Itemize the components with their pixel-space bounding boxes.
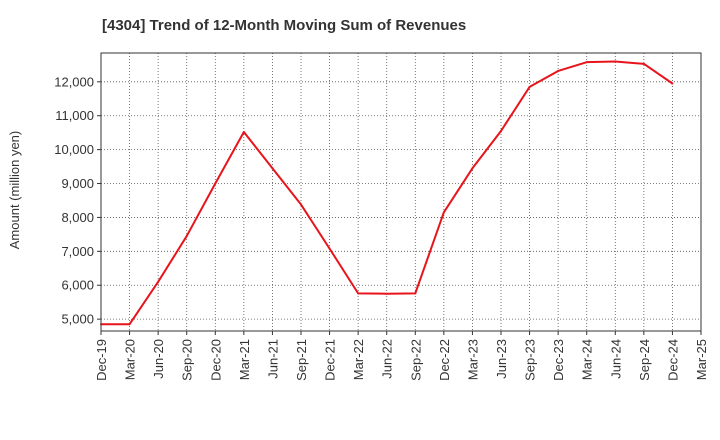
y-tick-label: 6,000 [61, 278, 94, 293]
x-tick-label: Sep-22 [408, 339, 423, 381]
y-tick-label: 7,000 [61, 244, 94, 259]
data-point [385, 292, 388, 295]
data-point [357, 292, 360, 295]
x-tick-label: Dec-23 [551, 339, 566, 381]
y-tick-label: 9,000 [61, 176, 94, 191]
x-tick-label: Mar-25 [694, 339, 709, 380]
x-tick-label: Mar-24 [580, 339, 595, 380]
y-ticks: 5,000 6,000 7,000 8,000 9,000 10,000 11,000 12,… [54, 74, 101, 327]
x-tick-label: Dec-21 [323, 339, 338, 381]
x-tick-label: Mar-21 [237, 339, 252, 380]
data-point [642, 62, 645, 65]
x-tick-label: Dec-22 [437, 339, 452, 381]
x-tick-label: Jun-20 [151, 339, 166, 379]
chart-title: [4304] Trend of 12-Month Moving Sum of R… [102, 17, 466, 34]
data-point [585, 61, 588, 64]
data-point [214, 182, 217, 185]
grid [101, 53, 701, 331]
x-tick-label: Mar-23 [465, 339, 480, 380]
x-tick-label: Dec-24 [665, 339, 680, 381]
data-point [328, 247, 331, 250]
data-point [471, 167, 474, 170]
x-tick-label: Sep-23 [523, 339, 538, 381]
plot-frame [100, 52, 702, 332]
y-tick-label: 11,000 [55, 108, 94, 123]
y-tick-label: 5,000 [61, 312, 94, 327]
data-point [128, 323, 131, 326]
series-layer [100, 60, 674, 326]
x-tick-label: Jun-23 [494, 339, 509, 379]
data-point [442, 211, 445, 214]
data-point [300, 203, 302, 206]
data-point [185, 235, 188, 238]
data-point [557, 69, 560, 72]
data-point [528, 85, 531, 88]
x-tick-label: Sep-20 [180, 339, 195, 381]
x-tick-label: Jun-22 [380, 339, 395, 379]
y-axis-label: Amount (million yen) [7, 131, 22, 250]
x-tick-label: Sep-24 [637, 339, 652, 381]
data-point [414, 292, 417, 295]
x-tick-label: Mar-22 [351, 339, 366, 380]
data-point [242, 130, 245, 133]
data-point [500, 129, 502, 132]
data-point [671, 82, 674, 85]
y-tick-label: 10,000 [54, 142, 94, 157]
x-tick-label: Mar-20 [123, 339, 138, 380]
data-point [157, 280, 160, 283]
x-tick-label: Dec-19 [94, 339, 109, 381]
x-tick-label: Sep-21 [294, 339, 309, 381]
x-tick-label: Jun-24 [608, 339, 623, 379]
x-tick-label: Dec-20 [208, 339, 223, 381]
y-tick-label: 12,000 [54, 74, 94, 89]
data-point [614, 60, 617, 63]
x-ticks: Dec-19 Mar-20 Jun-20 Sep-20 Dec-20 Mar-21 Jun-… [94, 331, 709, 381]
y-tick-label: 8,000 [61, 210, 94, 225]
x-tick-label: Jun-21 [265, 339, 280, 379]
data-point [271, 167, 274, 170]
